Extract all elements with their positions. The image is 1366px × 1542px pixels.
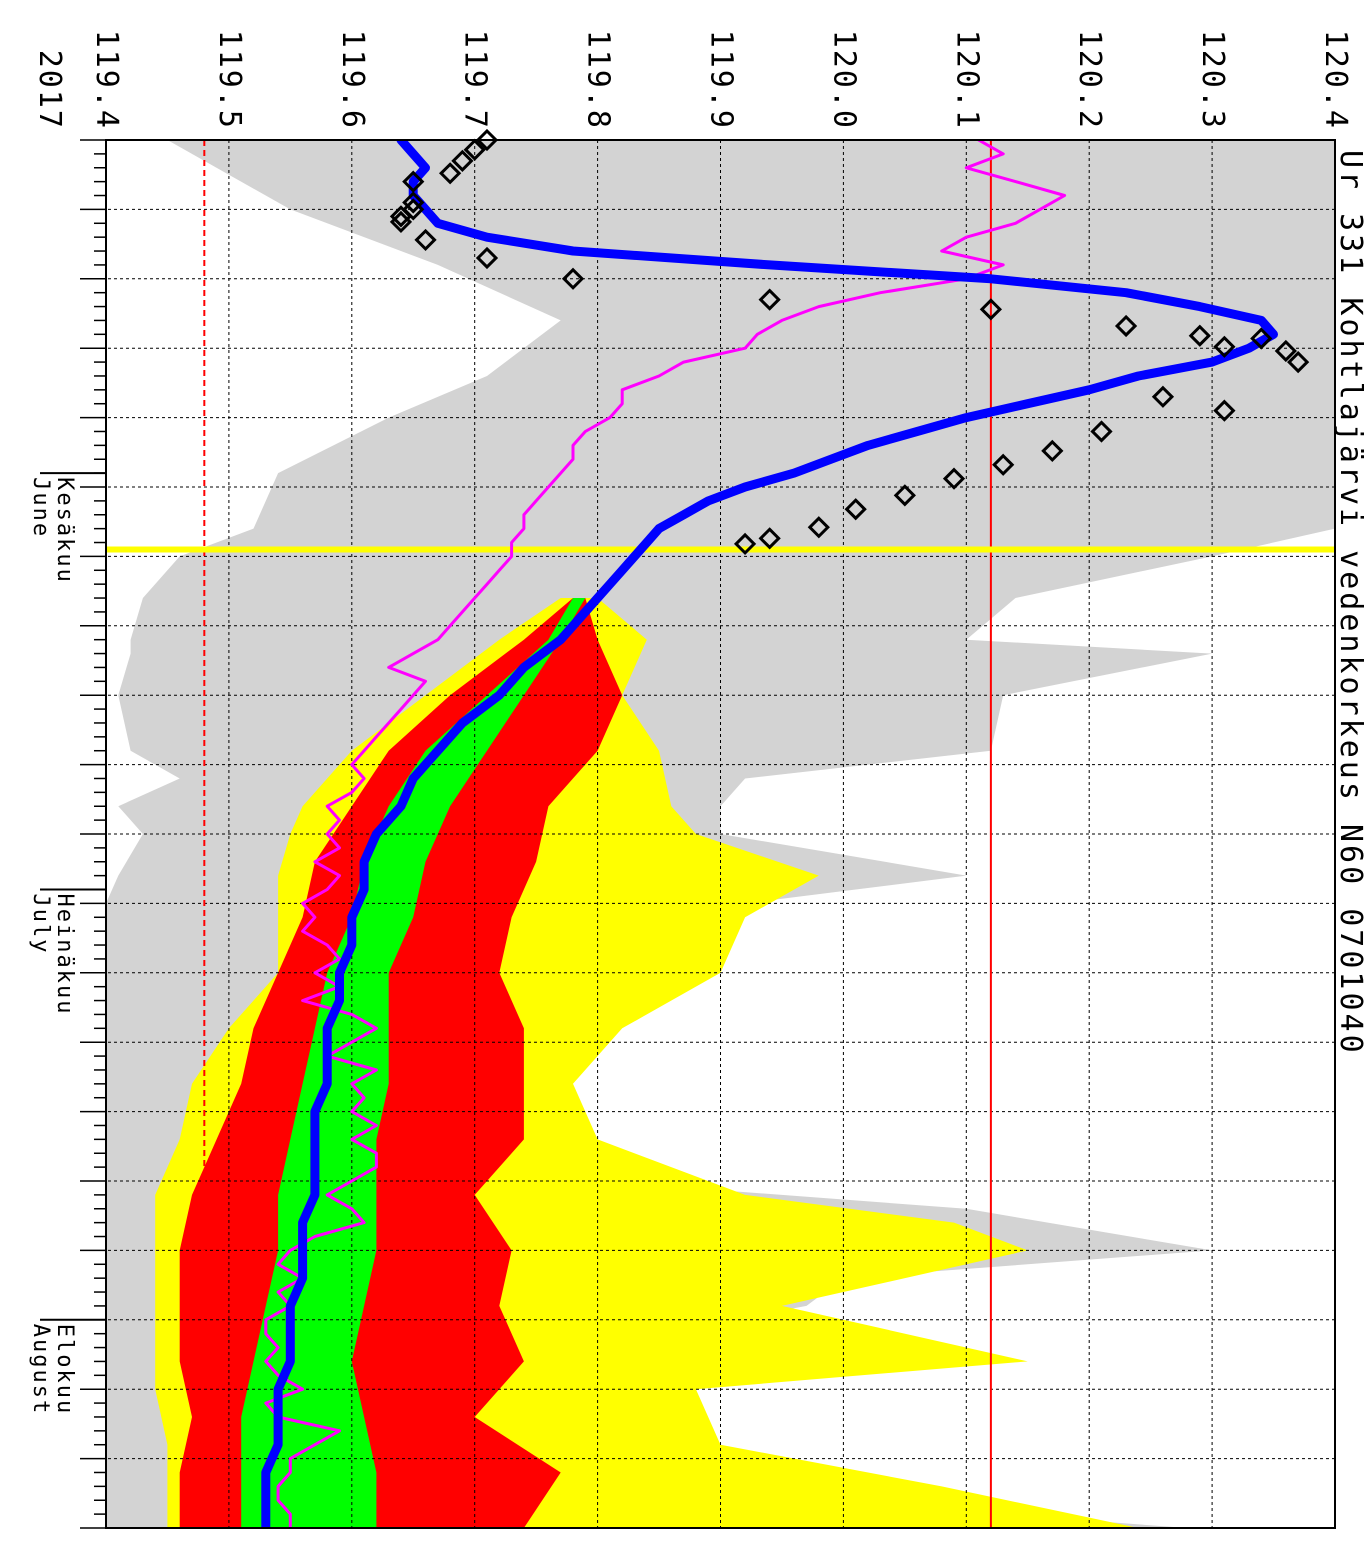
y-tick-label: 119.5	[212, 30, 247, 130]
observation-marker	[1151, 385, 1175, 408]
observation-marker	[807, 516, 830, 539]
observation-marker	[389, 205, 413, 228]
observation-marker	[402, 198, 425, 221]
observation-marker	[979, 298, 1003, 321]
observation-markers	[389, 128, 1310, 556]
month-label-fi: Kesäkuu	[52, 477, 77, 584]
observation-marker	[414, 228, 437, 252]
x-axis-ticks	[40, 139, 106, 1529]
observation-marker	[758, 527, 781, 550]
year-label: 2017	[32, 50, 67, 130]
observation-marker	[451, 149, 474, 172]
observation-marker	[561, 267, 585, 290]
y-tick-label: 120.0	[826, 30, 861, 130]
observation-marker	[992, 453, 1015, 476]
observation-marker	[402, 170, 425, 193]
y-tick-label: 120.1	[949, 30, 984, 130]
observation-marker	[389, 210, 413, 234]
observation-marker	[1213, 399, 1236, 422]
chart-title: Ur 331 Kohtlajärvi vedenkorkeus N60 0701…	[1333, 150, 1366, 1056]
observation-marker	[844, 498, 867, 521]
observation-marker	[402, 191, 425, 214]
month-label-fi: Heinäkuu	[52, 894, 77, 1016]
y-tick-label: 120.3	[1195, 30, 1230, 130]
observation-marker	[1287, 350, 1310, 374]
y-tick-label: 119.7	[458, 30, 493, 130]
comparison-line	[264, 140, 1067, 1528]
observation-marker	[893, 484, 916, 507]
observation-marker	[733, 532, 757, 556]
y-axis-labels: 119.4 119.5 119.6 119.7 119.8 119.9 120.0 120.1…	[32, 30, 1353, 130]
y-tick-label: 120.4	[1318, 30, 1353, 130]
band-inner-area	[241, 598, 586, 1528]
observation-marker	[1090, 420, 1113, 443]
month-label-fi: Elokuu	[52, 1324, 77, 1415]
y-tick-label: 120.2	[1072, 30, 1107, 130]
observation-marker	[758, 288, 781, 311]
observation-marker	[1250, 327, 1273, 350]
y-tick-label: 119.9	[704, 30, 739, 130]
grid-lines	[106, 140, 1335, 1528]
y-tick-label: 119.8	[581, 30, 616, 130]
y-tick-label: 119.4	[89, 30, 124, 130]
observation-marker	[1041, 439, 1064, 463]
series-lines	[106, 140, 1335, 1528]
observation-marker	[1274, 339, 1297, 363]
observation-marker	[438, 162, 462, 185]
observation-marker	[475, 128, 499, 152]
observation-marker	[475, 246, 499, 270]
observation-marker	[463, 138, 486, 161]
observation-marker	[1188, 324, 1211, 347]
plot-area: 119.4 119.5 119.6 119.7 119.8 119.9 120.0 120.1…	[28, 30, 1366, 1529]
observation-marker	[1114, 314, 1138, 338]
month-label-en: August	[28, 1324, 53, 1415]
observation-marker	[1213, 335, 1236, 358]
observed-line	[261, 140, 1278, 1528]
y-tick-label: 119.6	[335, 30, 370, 130]
month-label-en: July	[28, 894, 53, 955]
month-label-en: June	[28, 477, 53, 538]
observation-marker	[942, 467, 966, 490]
